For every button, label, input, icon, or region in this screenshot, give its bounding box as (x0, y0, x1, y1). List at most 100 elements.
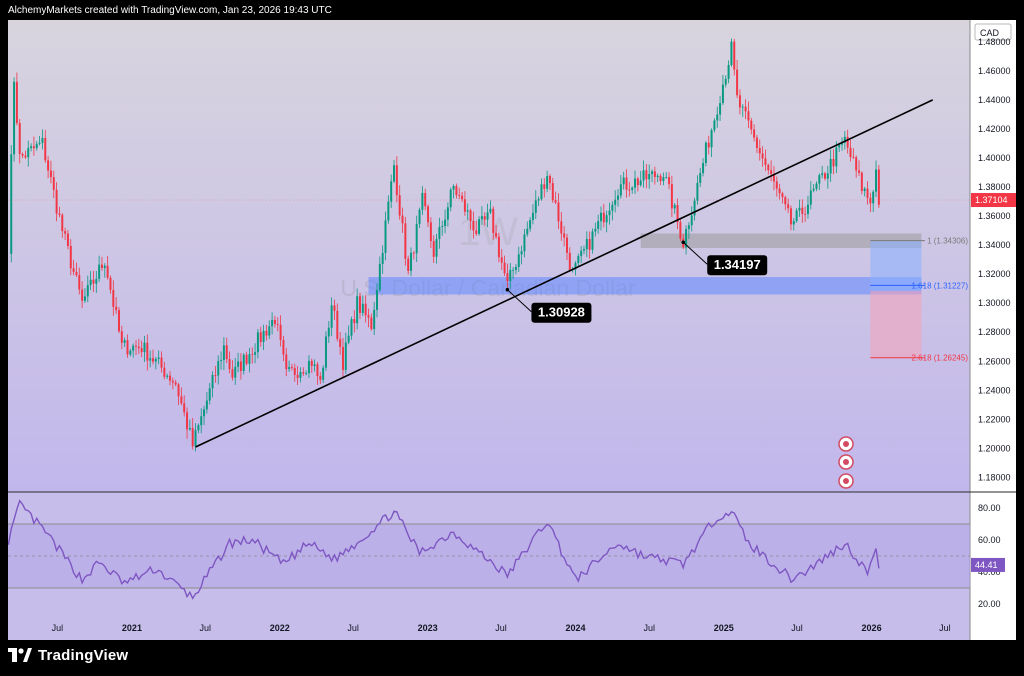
tradingview-logo-icon (8, 648, 32, 662)
candle-body (106, 265, 109, 278)
candle-body (625, 177, 628, 190)
candle-body (183, 403, 186, 413)
candle-body (778, 188, 781, 194)
footer: TradingView (8, 642, 128, 668)
candle-body (160, 357, 163, 368)
candle-body (92, 279, 95, 284)
candle-body (49, 170, 52, 178)
candle-body (772, 173, 775, 182)
candle-body (109, 277, 112, 290)
currency-label-box (974, 23, 1012, 41)
candle-body (795, 210, 798, 222)
candle-body (849, 147, 852, 158)
candle-body (35, 143, 38, 149)
price-tick-label: 1.18000 (978, 472, 1011, 482)
candle-body (95, 278, 98, 284)
candle-body (503, 262, 506, 274)
candle-body (784, 197, 787, 205)
candle-body (55, 189, 58, 214)
candle-body (486, 212, 489, 220)
rsi-tick-label: 80.00 (978, 503, 1001, 513)
candle-body (719, 103, 722, 115)
candle-body (429, 222, 432, 242)
candle-body (551, 183, 554, 201)
candle-body (466, 210, 469, 212)
candle-body (344, 342, 347, 370)
candle-body (293, 368, 296, 375)
candle-body (636, 178, 639, 186)
candle-body (514, 266, 517, 270)
rsi-tick-label: 40.00 (978, 567, 1001, 577)
candle-body (356, 296, 359, 324)
support-zone (368, 277, 922, 295)
candle-body (378, 263, 381, 291)
attribution-text: AlchemyMarkets created with TradingView.… (8, 5, 332, 16)
canada-flag-icon-dot (843, 459, 849, 465)
candle-body (296, 374, 299, 378)
candle-body (166, 375, 169, 377)
candle-body (384, 220, 387, 253)
time-axis-label: Jul (347, 623, 359, 633)
candle-body (81, 289, 84, 301)
swing-price-label: 1.34197 (714, 257, 761, 272)
candle-body (438, 227, 441, 240)
candle-body (169, 375, 172, 381)
rsi-line (8, 499, 880, 600)
candle-body (174, 382, 177, 385)
candle-body (234, 366, 237, 378)
candle-body (480, 216, 483, 220)
candle-body (475, 230, 478, 234)
candle-body (733, 41, 736, 70)
candle-body (404, 223, 407, 259)
candle-body (373, 309, 376, 330)
candle-body (577, 256, 580, 264)
candle-body (622, 177, 625, 185)
candle-body (188, 428, 191, 430)
candle-body (869, 197, 872, 204)
price-tick-label: 1.38000 (978, 182, 1011, 192)
time-axis-label: 2025 (714, 623, 734, 633)
candle-body (478, 219, 481, 234)
candle-body (27, 148, 30, 158)
candle-body (560, 221, 563, 234)
candle-body (290, 367, 293, 369)
candle-body (546, 175, 549, 189)
candle-body (446, 207, 449, 220)
candle-body (239, 361, 242, 371)
candle-body (707, 142, 710, 148)
candle-body (98, 264, 101, 279)
candle-body (273, 319, 276, 325)
candle-body (132, 345, 135, 351)
candle-body (361, 303, 364, 313)
candle-body (554, 200, 557, 203)
candle-body (228, 359, 231, 370)
candle-body (313, 364, 316, 366)
chart-svg[interactable]: 1WU.S. Dollar / Canadian Dollar1 (1.3430… (0, 20, 1024, 640)
candle-body (455, 185, 458, 196)
candle-body (495, 232, 498, 237)
candle-body (268, 326, 271, 336)
candle-body (543, 184, 546, 189)
candle-body (194, 430, 197, 447)
candle-body (580, 250, 583, 257)
candle-body (582, 249, 585, 251)
candle-body (259, 332, 262, 342)
candle-body (662, 177, 665, 182)
candle-body (770, 170, 773, 174)
candle-body (591, 231, 594, 250)
candle-body (319, 376, 322, 380)
candle-body (523, 234, 526, 252)
candle-body (203, 409, 206, 417)
candle-body (245, 354, 248, 364)
candle-body (537, 199, 540, 201)
candle-body (177, 384, 180, 397)
candle-body (376, 290, 378, 310)
tradingview-logo[interactable]: TradingView (8, 647, 128, 664)
candle-body (755, 137, 758, 149)
candle-body (750, 120, 753, 130)
candle-body (444, 219, 447, 227)
candle-body (458, 195, 461, 196)
candle-body (693, 200, 696, 216)
candle-body (364, 303, 367, 316)
candle-body (866, 188, 869, 198)
